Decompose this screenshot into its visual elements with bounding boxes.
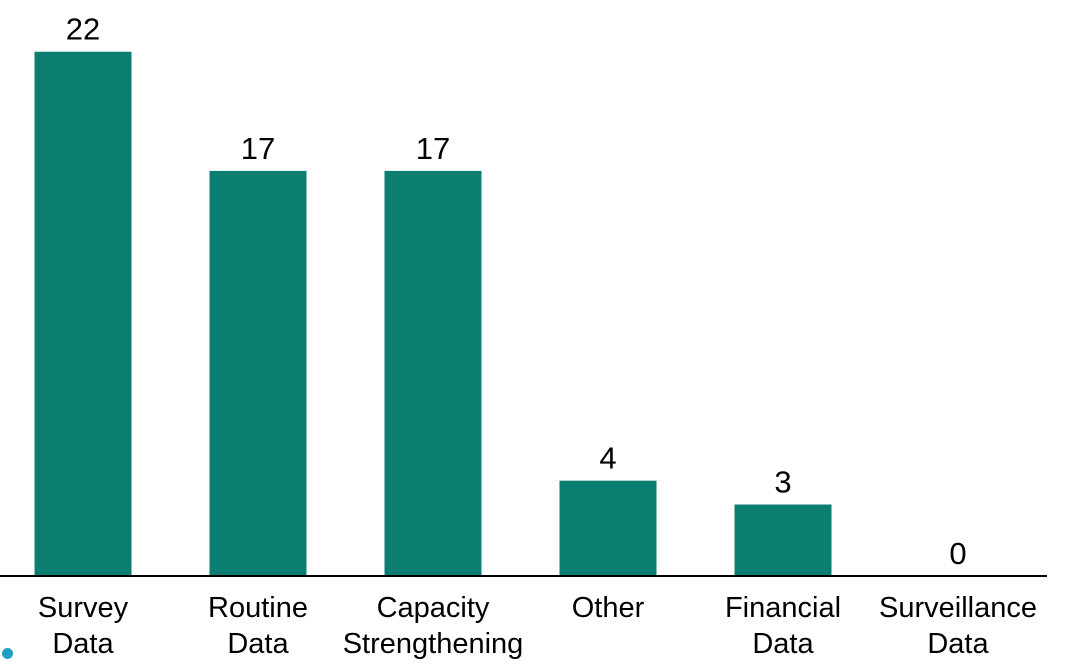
data-label-4: 3 (774, 465, 791, 500)
category-label-line: Data (227, 628, 289, 660)
category-label-1: Routine Data (208, 592, 308, 660)
category-label-line: Surveillance (879, 592, 1037, 624)
category-label-line: Financial (725, 592, 841, 624)
category-label-line: Capacity (377, 592, 490, 624)
category-label-line: Routine (208, 592, 308, 624)
bar-0 (34, 51, 132, 576)
data-label-1: 17 (241, 131, 275, 166)
data-label-5: 0 (949, 536, 966, 571)
category-label-4: Financial Data (725, 592, 841, 660)
bars-group (34, 51, 832, 576)
bar-4 (734, 504, 832, 576)
category-label-2: Capacity Strengthening (343, 592, 524, 660)
category-label-line: Strengthening (343, 628, 524, 660)
category-label-line: Data (752, 628, 814, 660)
data-label-2: 17 (416, 131, 450, 166)
category-label-0: Survey Data (38, 592, 129, 660)
category-label-line: Data (52, 628, 114, 660)
category-label-line: Survey (38, 592, 129, 624)
category-label-5: Surveillance Data (879, 592, 1037, 660)
bar-3 (559, 480, 657, 576)
bullet-dot-icon (2, 648, 13, 659)
data-label-3: 4 (599, 441, 616, 476)
category-labels-group: Survey Data Routine Data Capacity Strengtheni… (38, 592, 1037, 660)
category-label-line: Data (927, 628, 989, 660)
category-label-3: Other (572, 592, 645, 624)
value-labels-group: 22 17 17 4 3 0 (66, 12, 967, 571)
bar-2 (384, 170, 482, 576)
category-label-line: Other (572, 592, 645, 624)
data-label-0: 22 (66, 12, 100, 47)
bar-1 (209, 170, 307, 576)
